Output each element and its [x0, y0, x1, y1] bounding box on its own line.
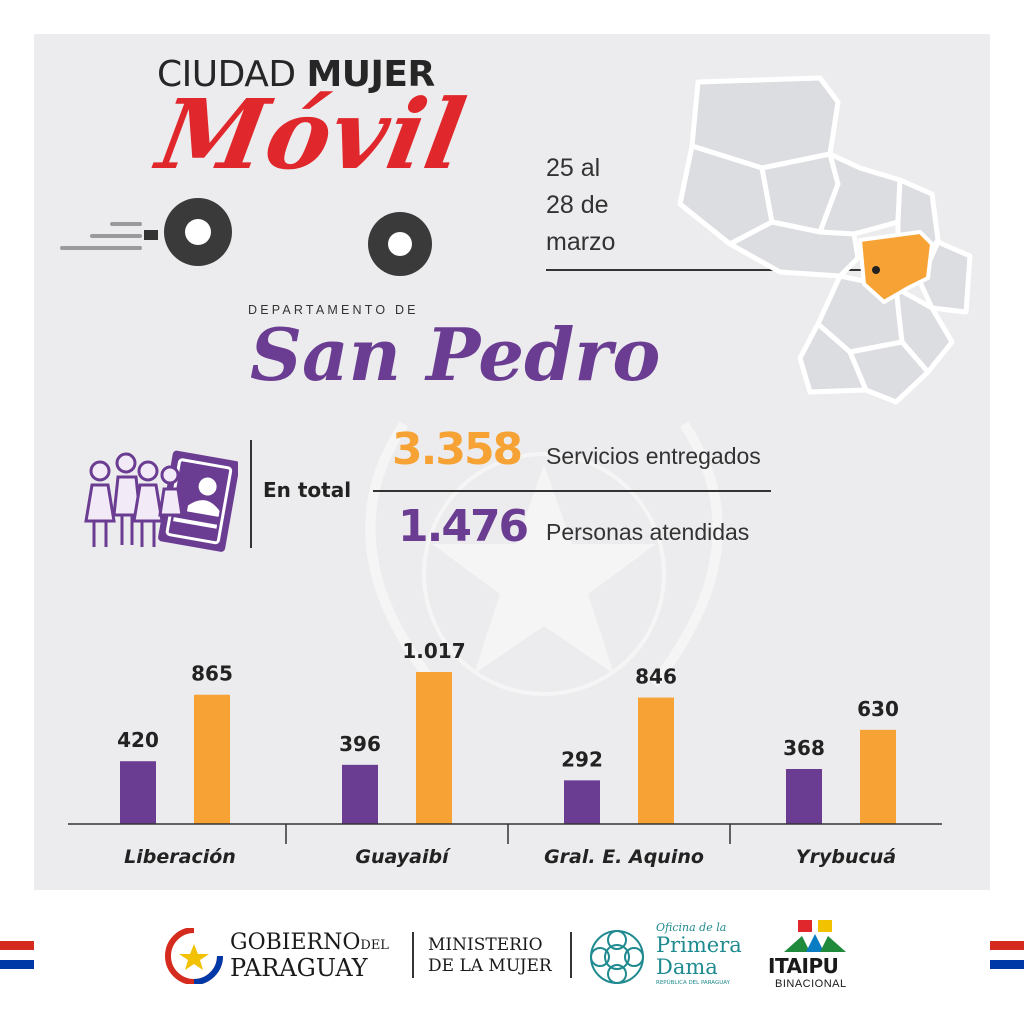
bar-value-label: 865	[191, 662, 233, 686]
department-label: DEPARTAMENTO DE	[248, 303, 419, 317]
gobierno-line1: GOBIERNODEL	[230, 930, 389, 955]
bar-value-label: 396	[339, 732, 381, 756]
gobierno-seal-icon	[165, 928, 223, 984]
san-pedro-region	[857, 229, 935, 305]
gobierno-line2: PARAGUAY	[230, 954, 368, 982]
totals-divider	[250, 440, 252, 548]
category-label: Guayaibí	[355, 846, 451, 868]
women-id-card-icon	[84, 450, 238, 552]
bar-value-label: 368	[783, 736, 825, 760]
primera-dama-sub: REPÚBLICA DEL PARAGUAY	[656, 980, 730, 986]
bar-orange	[416, 672, 452, 824]
san-pedro-marker	[872, 266, 880, 274]
category-label: Gral. E. Aquino	[544, 846, 704, 868]
primera-dama-emblem-icon	[590, 930, 644, 984]
date-line-2: 28 de	[546, 191, 609, 219]
bar-value-label: 630	[857, 697, 899, 721]
primera-dama-small: Oficina de la	[656, 921, 727, 934]
itaipu-name: ITAIPU	[768, 954, 839, 978]
date-line-1: 25 al	[546, 154, 601, 182]
paraguay-map	[677, 75, 973, 405]
logo-ciudad-mujer: CIUDAD MUJER	[157, 54, 435, 95]
primera-dama-title: Primera Dama	[656, 934, 742, 978]
bar-orange	[194, 694, 230, 824]
footer-divider-1	[412, 932, 414, 978]
date-line-3: marzo	[546, 228, 616, 256]
paraguay-flag-right-icon	[990, 941, 1024, 969]
category-label: Liberación	[124, 846, 236, 868]
gobierno-del-text: DEL	[360, 938, 389, 953]
services-bar-chart: 420 865 Liberación 396 1.017 Guayaibí 292 846 Gr…	[68, 639, 942, 868]
truck-wheels-icon	[60, 198, 432, 276]
services-label: Servicios entregados	[546, 443, 761, 469]
ministerio-line1: MINISTERIO	[428, 935, 543, 955]
primera-dama-word2: Dama	[656, 955, 718, 979]
people-value: 1.476	[398, 501, 529, 552]
bar-purple	[564, 780, 600, 824]
logo-ciudad-text: CIUDAD	[157, 54, 307, 95]
event-dates: 25 al 28 de marzo	[546, 150, 666, 261]
bar-orange	[860, 729, 896, 824]
totals-label: En total	[263, 478, 352, 502]
department-name: San Pedro	[250, 312, 661, 397]
gobierno-text: GOBIERNO	[230, 930, 361, 955]
logo-mujer-text: MUJER	[306, 54, 435, 95]
bar-value-label: 420	[117, 728, 159, 752]
bar-value-label: 292	[561, 747, 603, 771]
bar-value-label: 846	[635, 665, 677, 689]
logo-movil-text: Móvil	[150, 78, 474, 191]
totals-rule	[373, 490, 771, 492]
bar-purple	[786, 768, 822, 824]
pointer-line	[546, 269, 876, 271]
itaipu-sub: BINACIONAL	[775, 978, 847, 990]
coat-of-arms-watermark	[365, 421, 723, 696]
footer-divider-2	[570, 932, 572, 978]
bar-value-label: 1.017	[402, 639, 465, 663]
primera-dama-word1: Primera	[656, 933, 742, 957]
bar-purple	[120, 761, 156, 824]
ministerio-line2: DE LA MUJER	[428, 956, 552, 976]
paraguay-flag-left-icon	[0, 941, 34, 969]
bar-orange	[638, 697, 674, 824]
people-label: Personas atendidas	[546, 519, 750, 545]
services-value: 3.358	[392, 424, 523, 475]
bar-purple	[342, 764, 378, 824]
category-label: Yrybucuá	[796, 846, 896, 868]
itaipu-logo-icon	[784, 920, 846, 952]
